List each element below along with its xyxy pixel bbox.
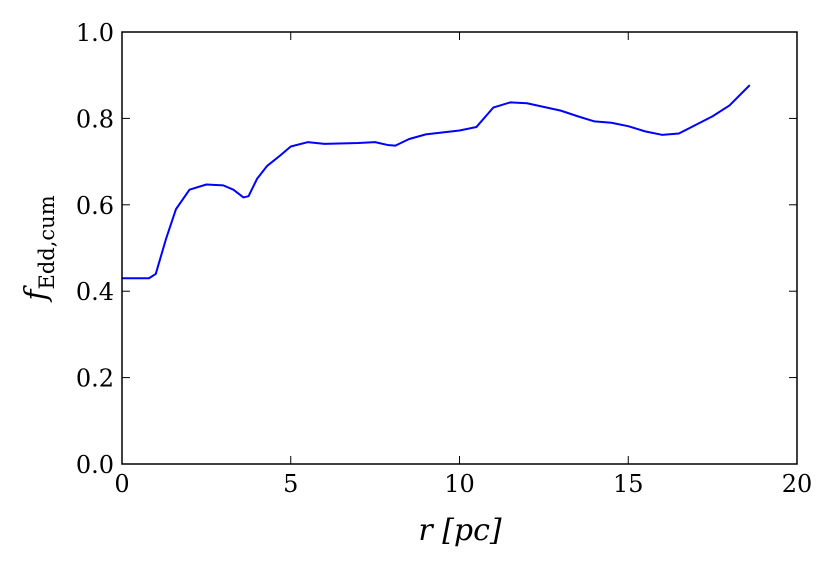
x-tick-label: 0	[114, 470, 129, 498]
y-tick-label: 1.0	[76, 19, 114, 47]
x-tick-label: 20	[782, 470, 813, 498]
y-tick-label: 0.8	[76, 105, 114, 133]
data-line	[122, 84, 751, 280]
y-tick-label: 0.4	[76, 278, 114, 306]
y-axis-label: fEdd,cum	[19, 195, 59, 302]
y-tick-label: 0.0	[76, 451, 114, 479]
y-axis-label-sub: Edd,cum	[35, 195, 59, 289]
y-tick-label: 0.6	[76, 192, 114, 220]
x-tick-label: 10	[444, 470, 475, 498]
x-tick-label: 5	[283, 470, 298, 498]
plot-frame	[121, 31, 798, 465]
x-tick-label: 15	[613, 470, 644, 498]
x-axis-label: r [pc]	[418, 513, 502, 548]
y-tick-label: 0.2	[76, 365, 114, 393]
